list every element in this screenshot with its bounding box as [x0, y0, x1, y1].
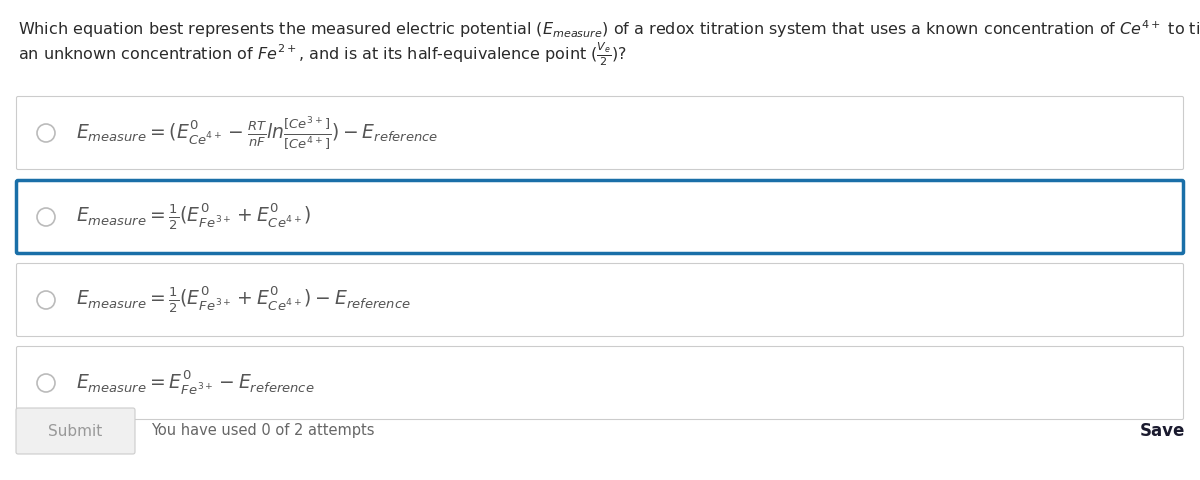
FancyBboxPatch shape — [17, 264, 1183, 336]
FancyBboxPatch shape — [17, 180, 1183, 253]
Text: You have used 0 of 2 attempts: You have used 0 of 2 attempts — [151, 423, 374, 439]
FancyBboxPatch shape — [17, 96, 1183, 169]
Text: an unknown concentration of $\mathit{Fe}^{2+}$, and is at its half-equivalence p: an unknown concentration of $\mathit{Fe}… — [18, 40, 628, 68]
FancyBboxPatch shape — [16, 408, 134, 454]
Text: $\mathit{E}_{measure} = (\mathit{E}^{0}_{Ce^{4+}} - \frac{RT}{nF}\mathit{ln}\fra: $\mathit{E}_{measure} = (\mathit{E}^{0}_… — [76, 115, 438, 151]
FancyBboxPatch shape — [17, 347, 1183, 420]
Text: $\mathit{E}_{measure} = \mathit{E}^{0}_{Fe^{3+}} - \mathit{E}_{reference}$: $\mathit{E}_{measure} = \mathit{E}^{0}_{… — [76, 369, 314, 397]
Text: $\mathit{E}_{measure} = \frac{1}{2}(\mathit{E}^{0}_{Fe^{3+}} + \mathit{E}^{0}_{C: $\mathit{E}_{measure} = \frac{1}{2}(\mat… — [76, 285, 410, 315]
Text: Which equation best represents the measured electric potential ($\mathit{E}_{mea: Which equation best represents the measu… — [18, 18, 1200, 40]
Text: Submit: Submit — [48, 423, 103, 439]
Text: Save: Save — [1140, 422, 1186, 440]
Text: $\mathit{E}_{measure} = \frac{1}{2}(\mathit{E}^{0}_{Fe^{3+}} + \mathit{E}^{0}_{C: $\mathit{E}_{measure} = \frac{1}{2}(\mat… — [76, 202, 312, 232]
